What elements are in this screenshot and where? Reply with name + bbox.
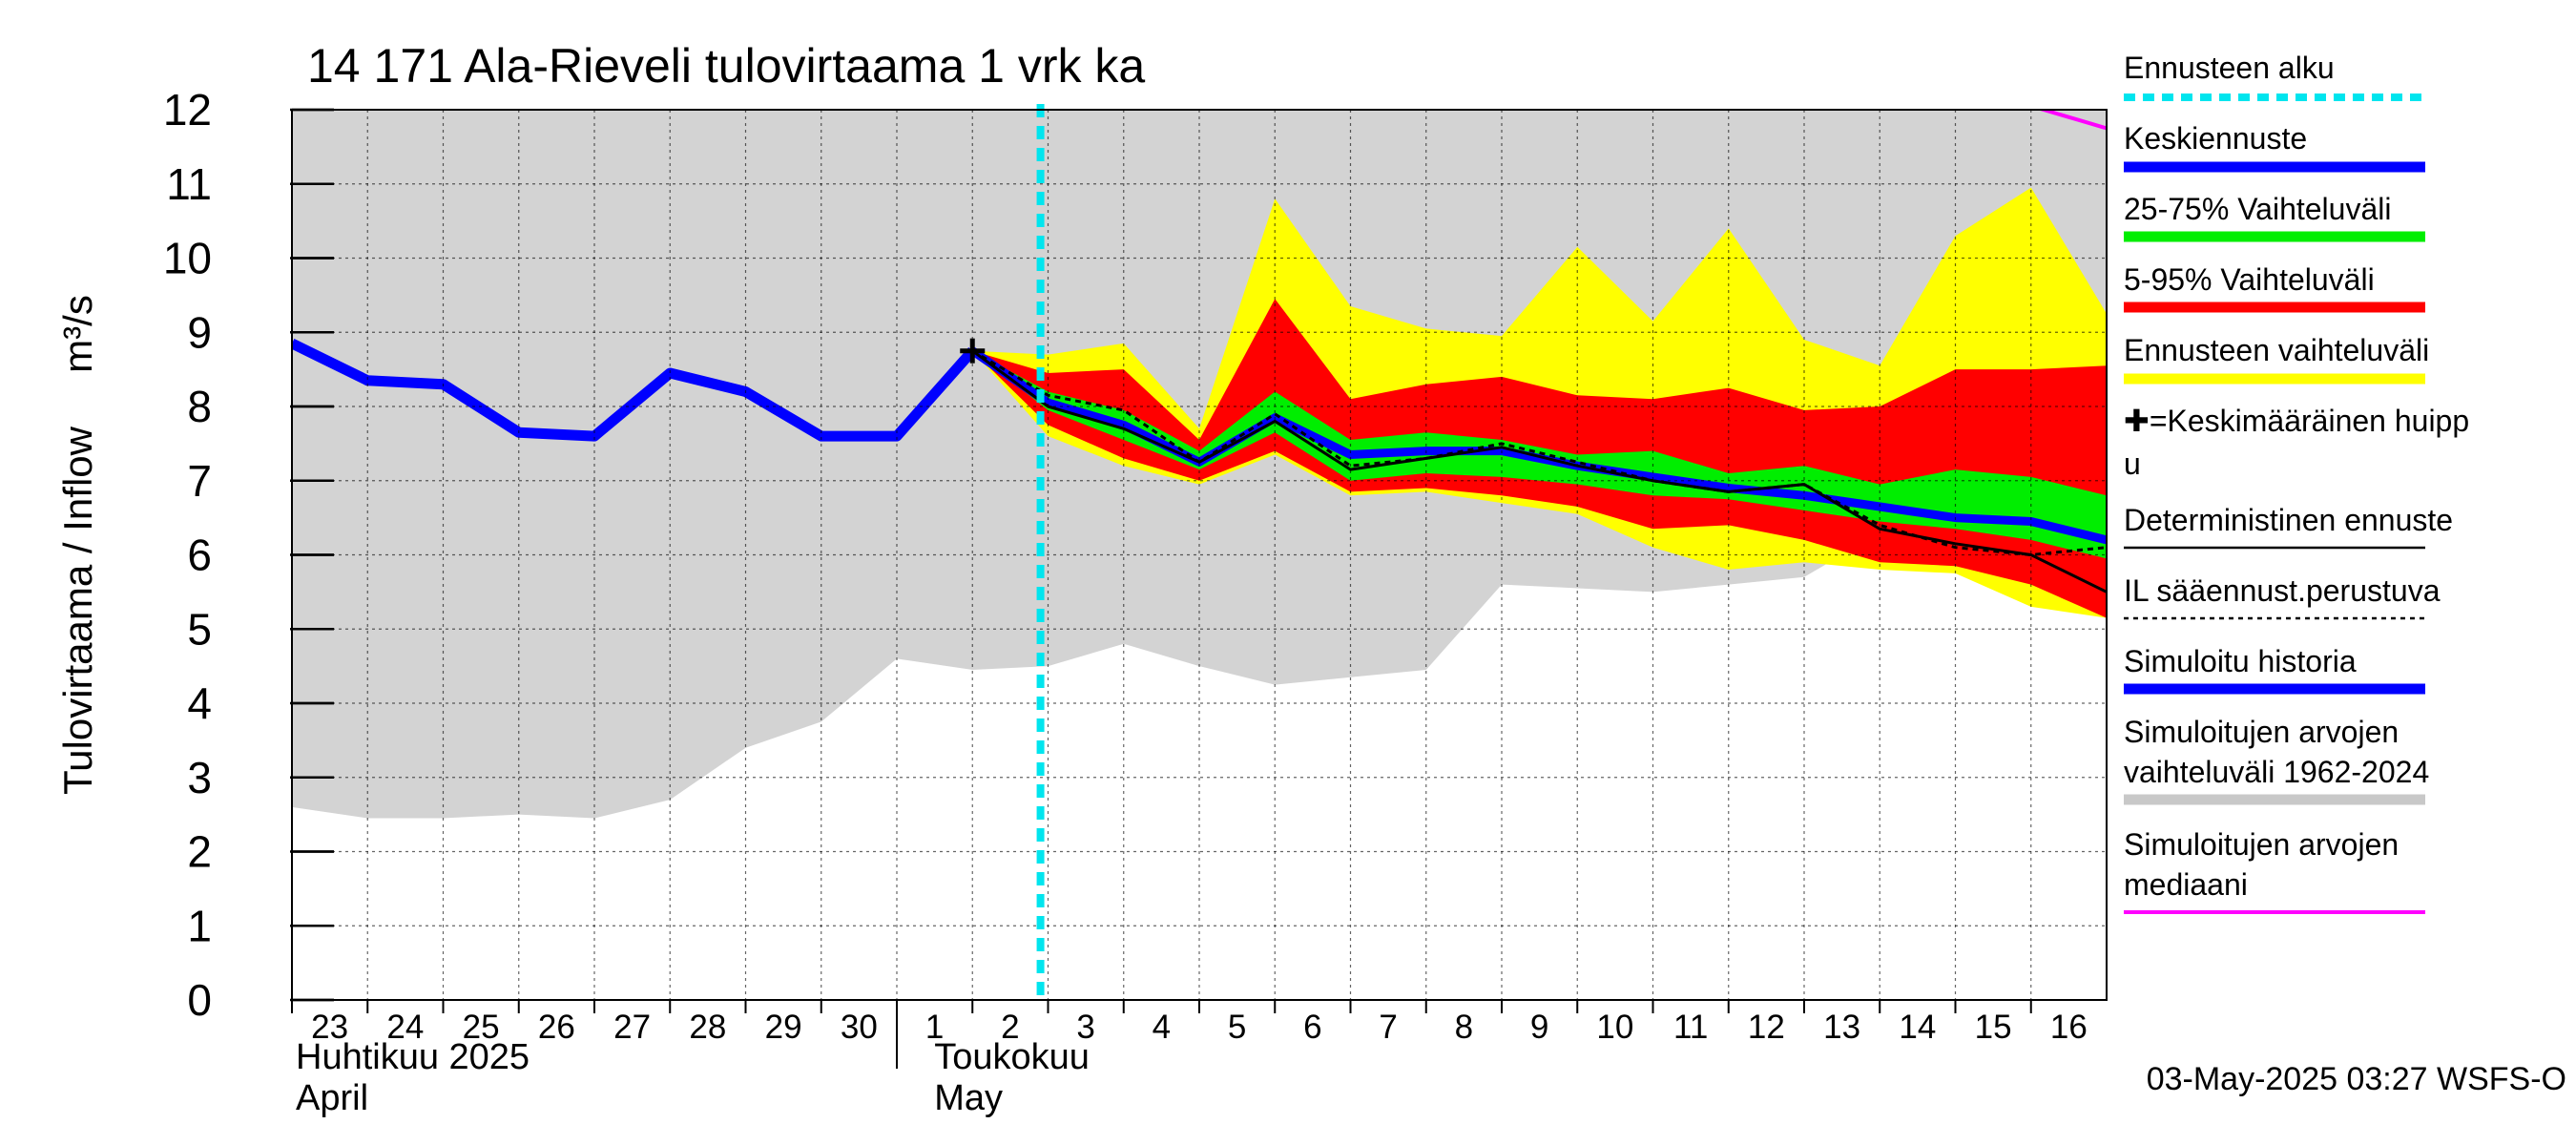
y-axis-unit: m³/s (55, 295, 100, 373)
x-tick-label: 5 (1228, 1009, 1246, 1046)
legend-label: Simuloitujen arvojen (2124, 827, 2399, 862)
x-tick-label: 6 (1303, 1009, 1321, 1046)
series-il-s-ennust-perustuva (971, 349, 2107, 556)
x-tick-label: 2 (1001, 1009, 1019, 1046)
timestamp-footer: 03-May-2025 03:27 WSFS-O (2147, 1061, 2566, 1097)
series-deterministinen-ennuste (971, 349, 2107, 593)
x-tick-label: 23 (311, 1009, 348, 1046)
series-simuloitu-historia (292, 338, 977, 442)
legend-label: Ennusteen alku (2124, 51, 2335, 85)
legend-label-line2: u (2124, 447, 2141, 481)
legend-label: Keskiennuste (2124, 121, 2307, 156)
legend-item: Keskiennuste (2124, 121, 2425, 173)
legend-label: Simuloitu historia (2124, 644, 2357, 678)
grid (292, 110, 2107, 1000)
x-tick-label: 9 (1530, 1009, 1548, 1046)
y-tick-label: 3 (187, 753, 212, 802)
x-tick-label: 28 (689, 1009, 726, 1046)
y-tick-label: 2 (187, 827, 212, 877)
y-tick-label: 4 (187, 678, 212, 728)
x-tick-label: 11 (1673, 1009, 1708, 1046)
legend-label: IL sääennust.perustuva (2124, 573, 2441, 608)
legend-item: Ennusteen alku (2124, 51, 2425, 101)
series-keskiennuste (969, 346, 2107, 545)
x-tick-label: 26 (538, 1009, 575, 1046)
x-tick-label: 1 (925, 1009, 944, 1046)
x-tick-label: 16 (2050, 1009, 2088, 1046)
y-tick-label: 5 (187, 604, 212, 654)
plot-area (291, 104, 2108, 1001)
legend-label: 5-95% Vaihteluväli (2124, 262, 2375, 297)
legend-item: Simuloitujen arvojen vaihteluväli 1962-20… (2124, 715, 2429, 805)
month-label-en: May (934, 1078, 1003, 1118)
x-axis: 23 24 25 26 27 28 29 30 1 2 3 4 5 6 7 8 9 10 11 12 13 14 15 16H… (291, 1000, 2088, 1118)
y-tick-label: 0 (187, 975, 212, 1025)
x-tick-label: 25 (463, 1009, 500, 1046)
y-tick-label: 11 (166, 159, 212, 209)
x-tick-label: 13 (1823, 1009, 1860, 1046)
y-tick-label: 9 (187, 307, 212, 357)
legend-item: ✚=Keskimääräinen huipp u (2124, 404, 2469, 481)
month-label-fi: Toukokuu (934, 1037, 1090, 1077)
month-label-en: April (296, 1078, 368, 1118)
legend-item: Simuloitu historia (2124, 644, 2425, 695)
y-tick-label: 12 (163, 85, 212, 135)
x-tick-label: 29 (765, 1009, 802, 1046)
x-tick-label: 10 (1596, 1009, 1633, 1046)
legend-label: Deterministinen ennuste (2124, 503, 2453, 537)
legend-label: Simuloitujen arvojen (2124, 715, 2399, 749)
legend-label-line2: mediaani (2124, 867, 2248, 902)
x-tick-label: 12 (1748, 1009, 1785, 1046)
month-label-fi: Huhtikuu 2025 (296, 1037, 530, 1077)
legend-label-line2: vaihteluväli 1962-2024 (2124, 755, 2429, 789)
legend-item: Simuloitujen arvojen mediaani (2124, 827, 2425, 914)
x-tick-label: 14 (1899, 1009, 1936, 1046)
legend-item: Deterministinen ennuste (2124, 503, 2453, 550)
y-tick-label: 7 (187, 456, 212, 506)
y-axis-label-group: Tulovirtaama / Inflow m³/s (55, 295, 100, 795)
y-tick-label: 1 (187, 901, 212, 950)
y-tick-label: 8 (187, 382, 212, 431)
legend-item: 5-95% Vaihteluväli (2124, 262, 2425, 313)
x-tick-label: 27 (613, 1009, 651, 1046)
x-tick-label: 8 (1455, 1009, 1473, 1046)
y-tick-label: 6 (187, 531, 212, 580)
legend-item: Ennusteen vaihteluväli (2124, 333, 2429, 385)
legend-label: 25-75% Vaihteluväli (2124, 192, 2391, 226)
legend-label: Ennusteen vaihteluväli (2124, 333, 2429, 367)
x-tick-label: 30 (841, 1009, 878, 1046)
average-peak-marker (960, 338, 986, 364)
y-axis-label: Tulovirtaama / Inflow (55, 426, 100, 795)
legend-item: IL sääennust.perustuva (2124, 573, 2441, 620)
x-tick-label: 15 (1975, 1009, 2012, 1046)
x-tick-label: 24 (386, 1009, 424, 1046)
legend-label: ✚=Keskimääräinen huipp (2124, 404, 2469, 438)
x-tick-label: 4 (1153, 1009, 1171, 1046)
chart-title: 14 171 Ala-Rieveli tulovirtaama 1 vrk ka (307, 39, 1145, 93)
legend-item: 25-75% Vaihteluväli (2124, 192, 2425, 242)
legend: Ennusteen alku Keskiennuste 25-75% Vaihtel… (2124, 51, 2469, 914)
series-simuloitujen-arvojen-mediaani (2036, 110, 2107, 131)
y-tick-label: 10 (163, 234, 212, 283)
x-tick-label: 7 (1379, 1009, 1397, 1046)
x-tick-label: 3 (1076, 1009, 1094, 1046)
